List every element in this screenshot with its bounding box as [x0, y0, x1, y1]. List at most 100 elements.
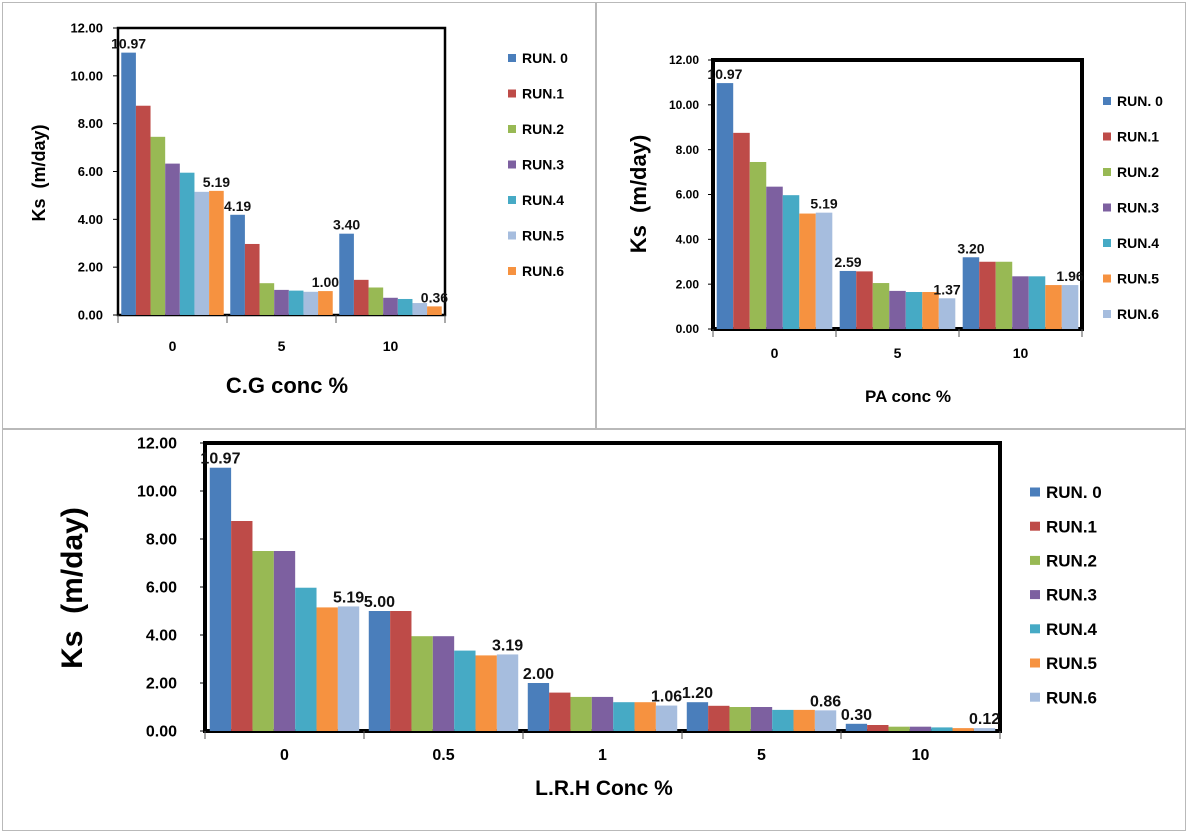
chart-pa: 0.00 2.00 4.00 6.00 8.00 10.00 12.00 0 5 10 10.97 5… [626, 53, 1163, 406]
legend-label-pa: RUN.6 [1117, 306, 1159, 322]
legend-label-pa: RUN. 0 [1117, 93, 1163, 109]
bar-cg-s4-c2 [397, 298, 413, 315]
bar-pa-s4-c2 [1028, 276, 1046, 329]
bar-lrh-s2-c0 [252, 551, 274, 731]
bar-cg-s5-c1 [303, 291, 319, 315]
bar-lrh-s0-c0 [209, 467, 232, 731]
legend-swatch-lrh [1030, 624, 1040, 634]
legend-swatch-pa [1103, 274, 1111, 283]
x-tick-label-pa: 0 [771, 345, 779, 361]
bar-lrh-s2-c4 [888, 726, 910, 731]
bar-cg-s5-c2 [412, 303, 428, 315]
legend-label-lrh: RUN.6 [1046, 688, 1097, 707]
bar-pa-s6-c0 [815, 212, 833, 329]
bar-lrh-s1-c0 [231, 521, 253, 731]
data-label-cg: 0.36 [421, 289, 448, 305]
bar-pa-s5-c1 [922, 292, 939, 329]
legend-label-lrh: RUN.1 [1046, 517, 1097, 536]
x-axis-title-cg: C.G conc % [226, 373, 348, 398]
data-label-lrh: 1.06 [651, 689, 682, 706]
bar-pa-s6-c2 [1061, 285, 1079, 329]
y-tick-label-pa: 6.00 [676, 188, 700, 202]
legend-swatch-pa [1103, 168, 1111, 176]
legend-label-lrh: RUN. 0 [1046, 483, 1102, 502]
bar-cg-s0-c0 [121, 52, 136, 316]
x-tick-label-lrh: 1 [598, 747, 607, 764]
data-label-lrh: 5.19 [333, 589, 364, 606]
bar-cg-s1-c0 [135, 105, 151, 316]
y-tick-label-lrh: 8.00 [146, 532, 177, 549]
y-tick-label-pa: 10.00 [669, 98, 699, 112]
legend-swatch-lrh [1030, 692, 1040, 702]
bar-cg-s1-c2 [353, 279, 369, 315]
data-label-cg: 5.19 [203, 174, 230, 190]
bar-lrh-s5-c0 [316, 607, 338, 731]
legend-swatch-lrh [1030, 521, 1040, 531]
chart-cg: 0.00 2.00 4.00 6.00 8.00 10.00 12.00 0 5 10 10.97 5… [29, 21, 568, 398]
bar-cg-s3-c2 [383, 297, 398, 315]
legend-swatch-pa [1103, 239, 1111, 247]
x-tick-label-lrh: 0 [280, 747, 289, 764]
bar-lrh-s5-c4 [952, 728, 974, 731]
data-label-pa: 10.97 [707, 66, 742, 82]
bar-cg-s2-c1 [259, 283, 275, 315]
legend-swatch-pa [1103, 132, 1111, 141]
bar-cg-s6-c1 [318, 291, 333, 315]
data-label-lrh: 0.12 [969, 711, 1000, 728]
bar-cg-s5-c0 [194, 191, 210, 315]
bar-cg-s3-c1 [274, 289, 289, 315]
y-tick-label-lrh: 10.00 [137, 484, 177, 501]
bar-lrh-s6-c0 [337, 606, 360, 731]
bar-lrh-s2-c2 [570, 696, 592, 731]
x-tick-label-cg: 5 [278, 338, 286, 354]
x-tick-label-lrh: 5 [757, 747, 766, 764]
legend-swatch-cg [508, 267, 516, 275]
bar-cg-s6-c2 [427, 306, 442, 315]
y-axis-title-lrh: Ks (m/day) [56, 507, 89, 669]
legend-swatch-lrh [1030, 555, 1040, 565]
bar-lrh-s4-c3 [772, 709, 794, 731]
bar-lrh-s2-c3 [729, 707, 751, 731]
legend-label-pa: RUN.4 [1117, 235, 1159, 251]
bar-pa-s2-c0 [749, 161, 767, 329]
legend-label-cg: RUN.1 [522, 86, 564, 102]
legend-label-lrh: RUN.3 [1046, 586, 1097, 605]
y-tick-label-cg: 6.00 [78, 164, 103, 179]
legend-swatch-cg [508, 125, 516, 133]
bar-lrh-s1-c2 [549, 692, 571, 731]
bar-lrh-s3-c2 [591, 696, 614, 731]
legend-lrh: RUN. 0 RUN.1 RUN.2 RUN.3 RUN.4 RUN.5 RUN.6 [1030, 483, 1102, 707]
bar-cg-s2-c0 [150, 136, 166, 315]
bar-pa-s3-c2 [1012, 276, 1029, 329]
y-tick-label-pa: 8.00 [676, 143, 700, 157]
data-label-lrh: 1.20 [682, 685, 713, 702]
legend-swatch-cg [508, 160, 516, 169]
data-label-lrh: 0.86 [810, 693, 841, 710]
y-tick-label-cg: 4.00 [78, 212, 103, 227]
bar-lrh-s3-c0 [273, 551, 296, 731]
chart-panel-cg [2, 2, 596, 429]
bar-lrh-s1-c4 [867, 725, 889, 731]
legend-label-cg: RUN.3 [522, 157, 564, 173]
y-tick-label-pa: 12.00 [669, 53, 699, 67]
bar-lrh-s4-c2 [613, 702, 635, 731]
legend-label-pa: RUN.5 [1117, 271, 1159, 287]
bar-pa-s1-c0 [733, 132, 750, 329]
bar-lrh-s6-c1 [496, 654, 519, 731]
bar-pa-s0-c0 [716, 83, 734, 329]
legend-label-cg: RUN. 0 [522, 50, 568, 66]
y-tick-label-cg: 2.00 [78, 260, 103, 275]
bar-lrh-s0-c4 [845, 723, 868, 731]
bar-lrh-s2-c1 [411, 636, 433, 731]
data-label-cg: 4.19 [224, 198, 251, 214]
bar-lrh-s6-c2 [655, 705, 678, 731]
x-tick-label-cg: 10 [383, 338, 399, 354]
bar-lrh-s4-c0 [295, 587, 317, 731]
legend-label-cg: RUN.6 [522, 263, 564, 279]
legend-swatch-cg [508, 196, 516, 204]
bar-pa-s4-c1 [905, 292, 923, 329]
bar-lrh-s6-c4 [973, 728, 996, 731]
chart-panel-pa [596, 2, 1186, 429]
legend-pa: RUN. 0 RUN.1 RUN.2 RUN.3 RUN.4 RUN.5 RUN.6 [1103, 93, 1163, 322]
bar-cg-s6-c0 [209, 190, 224, 315]
